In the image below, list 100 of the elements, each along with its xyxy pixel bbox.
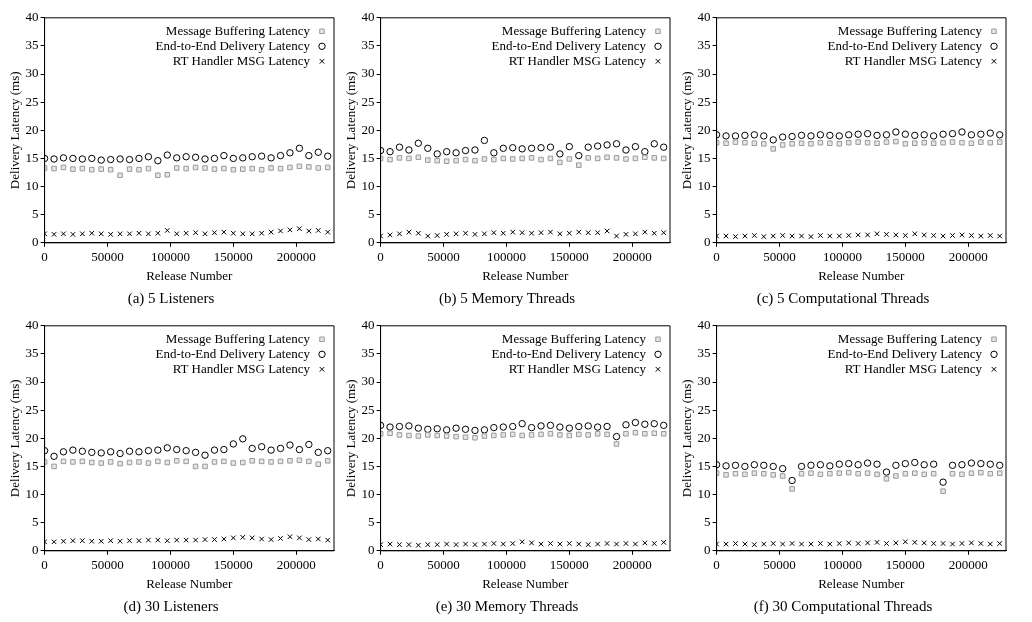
x-tick-label: 200000 (948, 557, 988, 573)
point (538, 229, 544, 236)
text: (e) 30 Memory Threads (435, 597, 579, 615)
point (826, 131, 834, 140)
y-tick-label: 35 (25, 345, 39, 361)
point (324, 164, 331, 171)
x-tick-label: 200000 (276, 249, 316, 265)
point (406, 229, 412, 235)
point (164, 171, 171, 178)
point (89, 230, 95, 236)
y-tick-label: 15 (697, 457, 711, 473)
point (201, 155, 209, 163)
point (202, 231, 208, 237)
point (59, 154, 68, 162)
point (528, 230, 535, 236)
point (202, 536, 208, 543)
point (547, 431, 554, 437)
point (959, 139, 965, 146)
point (893, 473, 899, 479)
x-tick-label: 100000 (486, 557, 526, 573)
point (462, 434, 469, 440)
point (136, 166, 142, 173)
point (481, 156, 488, 162)
legend-label: End-to-End Delivery Latency (155, 37, 311, 53)
point (229, 440, 238, 448)
point (949, 470, 956, 477)
point (106, 155, 115, 164)
point (968, 540, 975, 546)
point (126, 231, 133, 237)
point (434, 157, 440, 164)
point (136, 230, 142, 236)
point (873, 460, 881, 468)
point (386, 423, 394, 431)
point (434, 432, 440, 439)
point (277, 228, 284, 234)
point (566, 156, 573, 162)
y-tick-label: 20 (697, 429, 711, 445)
point (314, 148, 322, 156)
point (779, 541, 786, 547)
point (453, 433, 459, 440)
y-axis-title: Delivery Latency (ms) (343, 379, 359, 498)
point (126, 537, 133, 544)
y-tick-label: 10 (25, 485, 39, 501)
point (509, 540, 516, 547)
point (182, 446, 190, 455)
point (472, 231, 478, 238)
point (201, 451, 209, 459)
point (386, 147, 394, 156)
point (239, 154, 247, 162)
point (44, 165, 48, 171)
point (210, 446, 219, 454)
y-tick-label: 15 (25, 457, 39, 473)
x-tick-label: 200000 (948, 249, 988, 265)
legend-label: Message Buffering Latency (501, 22, 647, 38)
point (949, 139, 956, 145)
point (968, 232, 975, 239)
point (892, 128, 900, 136)
y-tick-label: 40 (697, 317, 711, 333)
point (306, 458, 312, 465)
point (248, 444, 256, 453)
point (642, 540, 648, 546)
point (631, 142, 640, 151)
point (453, 541, 459, 548)
x-tick-label: 50000 (427, 557, 460, 573)
point (940, 540, 946, 547)
point (967, 131, 976, 139)
point (202, 165, 208, 171)
point (604, 540, 610, 547)
point (221, 165, 227, 172)
point (164, 537, 171, 544)
point (287, 227, 293, 233)
point (44, 459, 48, 465)
point (836, 540, 843, 547)
point (977, 459, 985, 468)
point (594, 541, 601, 547)
point (79, 231, 86, 237)
point (594, 229, 601, 236)
point (623, 431, 629, 437)
point (959, 540, 965, 547)
point (864, 232, 871, 238)
point (576, 162, 582, 168)
x-axis-title: Release Number (482, 267, 570, 283)
point (144, 446, 153, 455)
point (901, 130, 910, 138)
y-tick-label: 40 (25, 317, 39, 333)
y-tick-label: 40 (361, 9, 375, 25)
point (443, 231, 450, 238)
point (211, 229, 218, 236)
point (240, 231, 246, 237)
point (324, 152, 332, 160)
point (576, 229, 582, 235)
point (576, 541, 582, 547)
point (192, 164, 199, 171)
y-tick-label: 10 (361, 485, 375, 501)
point (902, 232, 909, 239)
point (939, 130, 947, 138)
point (117, 231, 123, 237)
point (509, 156, 516, 162)
point (613, 233, 620, 239)
point (295, 445, 304, 454)
